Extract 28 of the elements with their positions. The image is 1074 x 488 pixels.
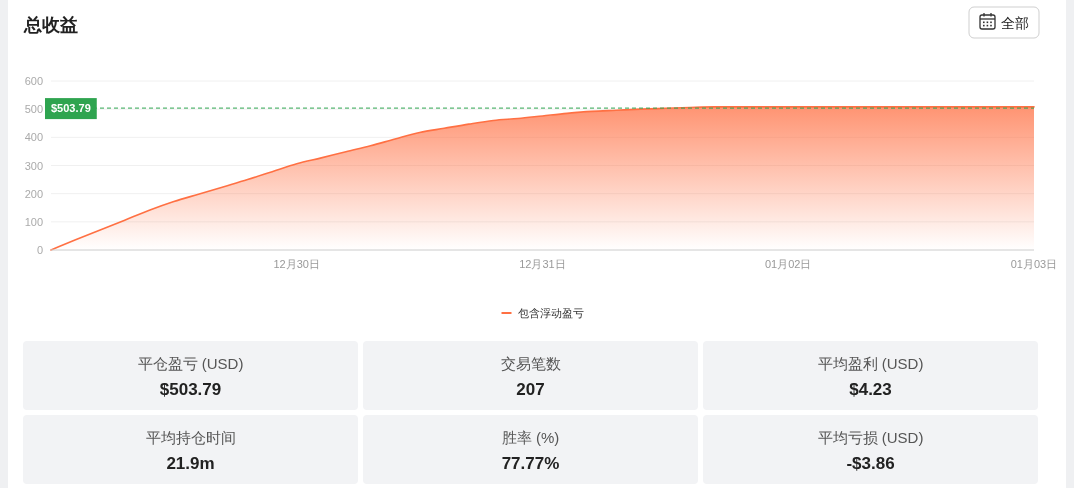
text: 21.9m [166,454,215,473]
category-label: 胜率 (%) [501,429,560,446]
chart-title: 总收益 [23,15,78,35]
text: $4.23 [849,380,892,399]
y-tick-label: 100 [24,215,43,228]
y-tick-label: 300 [24,159,43,172]
y-tick-label: 200 [24,187,43,200]
y-tick-label: 600 [24,75,43,87]
ref-line-label: $503.79 [51,102,91,115]
y-tick-label: 0 [36,244,43,256]
text: $503.79 [159,380,222,399]
x-tick-label: 01月03日 [1010,258,1058,270]
button: 全部 [968,6,1040,39]
category-label: 交易笔数 [500,355,561,372]
text: -$3.86 [846,454,895,473]
category-label: 平均盈利 (USD) [817,355,924,372]
legend-label: 包含浮动盈亏 [517,307,584,319]
x-tick-label: 01月02日 [765,258,812,270]
x-tick-label: 12月30日 [273,258,320,270]
legend: 包含浮动盈亏 [500,307,584,319]
category-label: 平均持仓时间 [145,429,236,446]
category-label: 平仓盈亏 (USD) [137,355,244,372]
y-tick-label: 500 [24,103,43,116]
text: 77.77% [501,454,560,473]
category-label: 平均亏损 (USD) [817,429,924,446]
y-tick-label: 400 [24,131,43,144]
text: 207 [516,380,545,399]
x-tick-label: 12月31日 [519,258,566,270]
